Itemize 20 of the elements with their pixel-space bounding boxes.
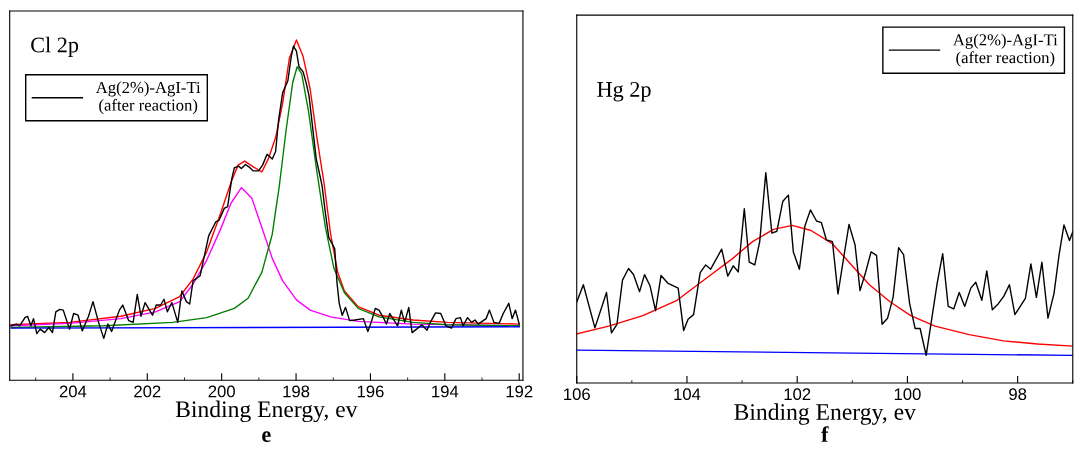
x-tick-label: 102 [784, 388, 811, 401]
x-tick-label: 106 [564, 388, 590, 401]
x-tick-label: 98 [1009, 388, 1027, 401]
x-tick-label: 202 [134, 385, 161, 398]
x-tick-label: 196 [357, 385, 384, 398]
x-tick-label: 104 [674, 388, 701, 401]
text: Hg 2p [597, 81, 651, 102]
legend-label: Ag(2%)-AgI-Ti (after reaction) [95, 81, 201, 115]
text: e [262, 431, 271, 442]
text: f [821, 426, 829, 442]
x-tick-label: 200 [208, 385, 235, 398]
annotation: Cl 2p [31, 36, 79, 57]
x-tick-label: 204 [59, 385, 87, 398]
x-tick-label: 194 [432, 385, 459, 398]
x-axis-title: Binding Energy, ev [734, 403, 916, 425]
legend-label: Ag(2%)-AgI-Ti (after reaction) [953, 33, 1058, 67]
x-axis-title: Binding Energy, ev [175, 400, 358, 423]
x-tick-label: 198 [283, 385, 310, 398]
x-tick-label: 100 [894, 388, 921, 401]
x-tick-label: 192 [506, 385, 533, 398]
